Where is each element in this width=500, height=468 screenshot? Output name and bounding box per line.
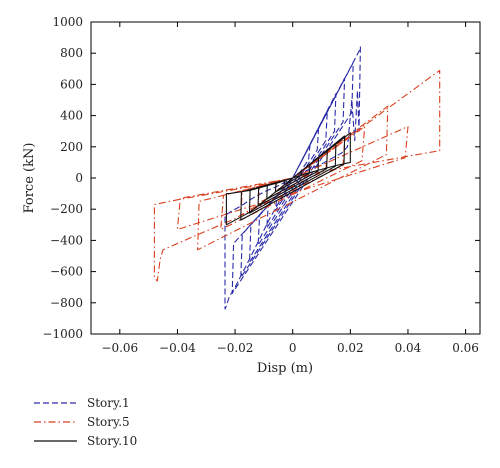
y-tick-label: 800 [60,46,83,60]
x-tick-label: 0.02 [337,341,364,355]
x-tick-label: −0.06 [101,341,138,355]
series-layer [153,46,441,310]
legend-label-2: Story.5 [87,415,130,429]
series-line-3 [225,132,351,226]
legend: Story.1 Story.5 Story.10 [34,396,137,448]
y-tick-label: −600 [50,265,83,279]
y-tick-label: 1000 [52,15,83,29]
y-tick-label: −200 [50,202,83,216]
y-tick-label: 600 [60,77,83,91]
y-tick-label: −800 [50,296,83,310]
y-tick-label: 400 [60,109,83,123]
series-line-2 [153,69,441,282]
y-axis-ticks: −1000 −800 −600 −400 −200 0 200 400 600 800 1000 [42,15,480,341]
y-tick-label: 0 [75,171,83,185]
x-axis-ticks: −0.06 −0.04 −0.02 0 0.02 0.04 0.06 [101,22,479,355]
series-line-1 [224,46,361,310]
x-tick-label: 0.06 [452,341,479,355]
x-axis-label: Disp (m) [257,361,313,376]
y-tick-label: −1000 [42,327,83,341]
legend-label-3: Story.10 [87,434,137,448]
legend-label-1: Story.1 [87,396,130,410]
y-axis-label: Force (kN) [22,143,37,214]
x-tick-label: −0.04 [159,341,196,355]
y-tick-label: 200 [60,140,83,154]
x-tick-label: 0.04 [395,341,422,355]
y-tick-label: −400 [50,233,83,247]
x-tick-label: 0 [289,341,297,355]
x-tick-label: −0.02 [217,341,254,355]
